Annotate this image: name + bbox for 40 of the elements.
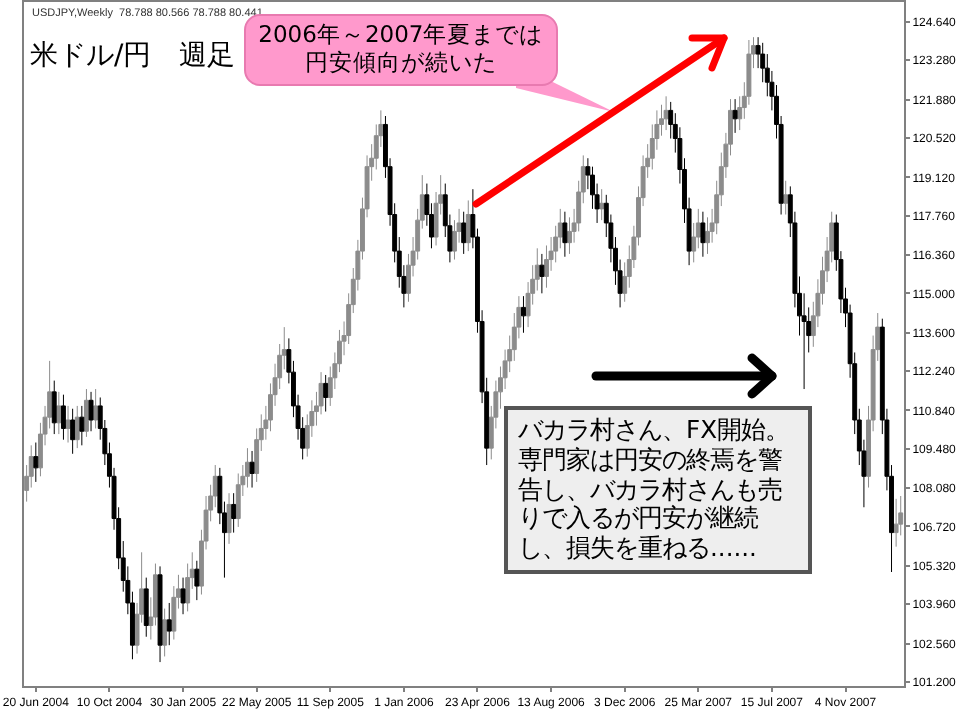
annotation: バカラ村さん、FX開始。専門家は円安の終焉を警告し、バカラ村さんも売りで入るが円安が継続し、損失を重ねる......: [504, 406, 813, 574]
candlestick: [143, 577, 149, 638]
candlestick: [157, 565, 163, 663]
candlestick: [562, 211, 568, 258]
candlestick: [461, 211, 467, 255]
candlestick: [88, 391, 94, 432]
candlestick: [732, 98, 738, 134]
candlestick: [51, 380, 57, 435]
candlestick: [235, 472, 241, 528]
candlestick: [83, 388, 89, 438]
candlestick: [65, 405, 71, 444]
candlestick: [323, 374, 329, 413]
candlestick: [599, 188, 605, 221]
candlestick: [705, 216, 710, 255]
candlestick: [893, 498, 899, 548]
text: 米ドル/円 週足: [30, 39, 236, 72]
candlestick: [93, 388, 99, 429]
candlestick: [567, 216, 572, 255]
candlestick: [663, 95, 669, 131]
candlestick: [521, 295, 526, 334]
candlestick: [544, 244, 549, 289]
candlestick: [231, 492, 237, 534]
candlestick: [70, 408, 76, 455]
candlestick: [194, 560, 200, 601]
candlestick: [783, 180, 789, 216]
candlestick: [74, 405, 80, 449]
candlestick: [33, 442, 39, 483]
candlestick: [700, 211, 706, 258]
candlestick: [465, 199, 471, 252]
candlestick: [60, 394, 66, 441]
candlestick: [56, 391, 62, 435]
candlestick: [162, 608, 168, 657]
candlestick: [245, 447, 250, 489]
candlestick: [166, 602, 172, 646]
candlestick: [249, 450, 255, 489]
candlestick: [539, 253, 545, 294]
annotation: 2006年～2007年夏までは円安傾向が続いた: [244, 14, 558, 86]
candlestick: [180, 577, 186, 615]
candlestick: [79, 405, 85, 446]
candlestick: [226, 492, 232, 545]
